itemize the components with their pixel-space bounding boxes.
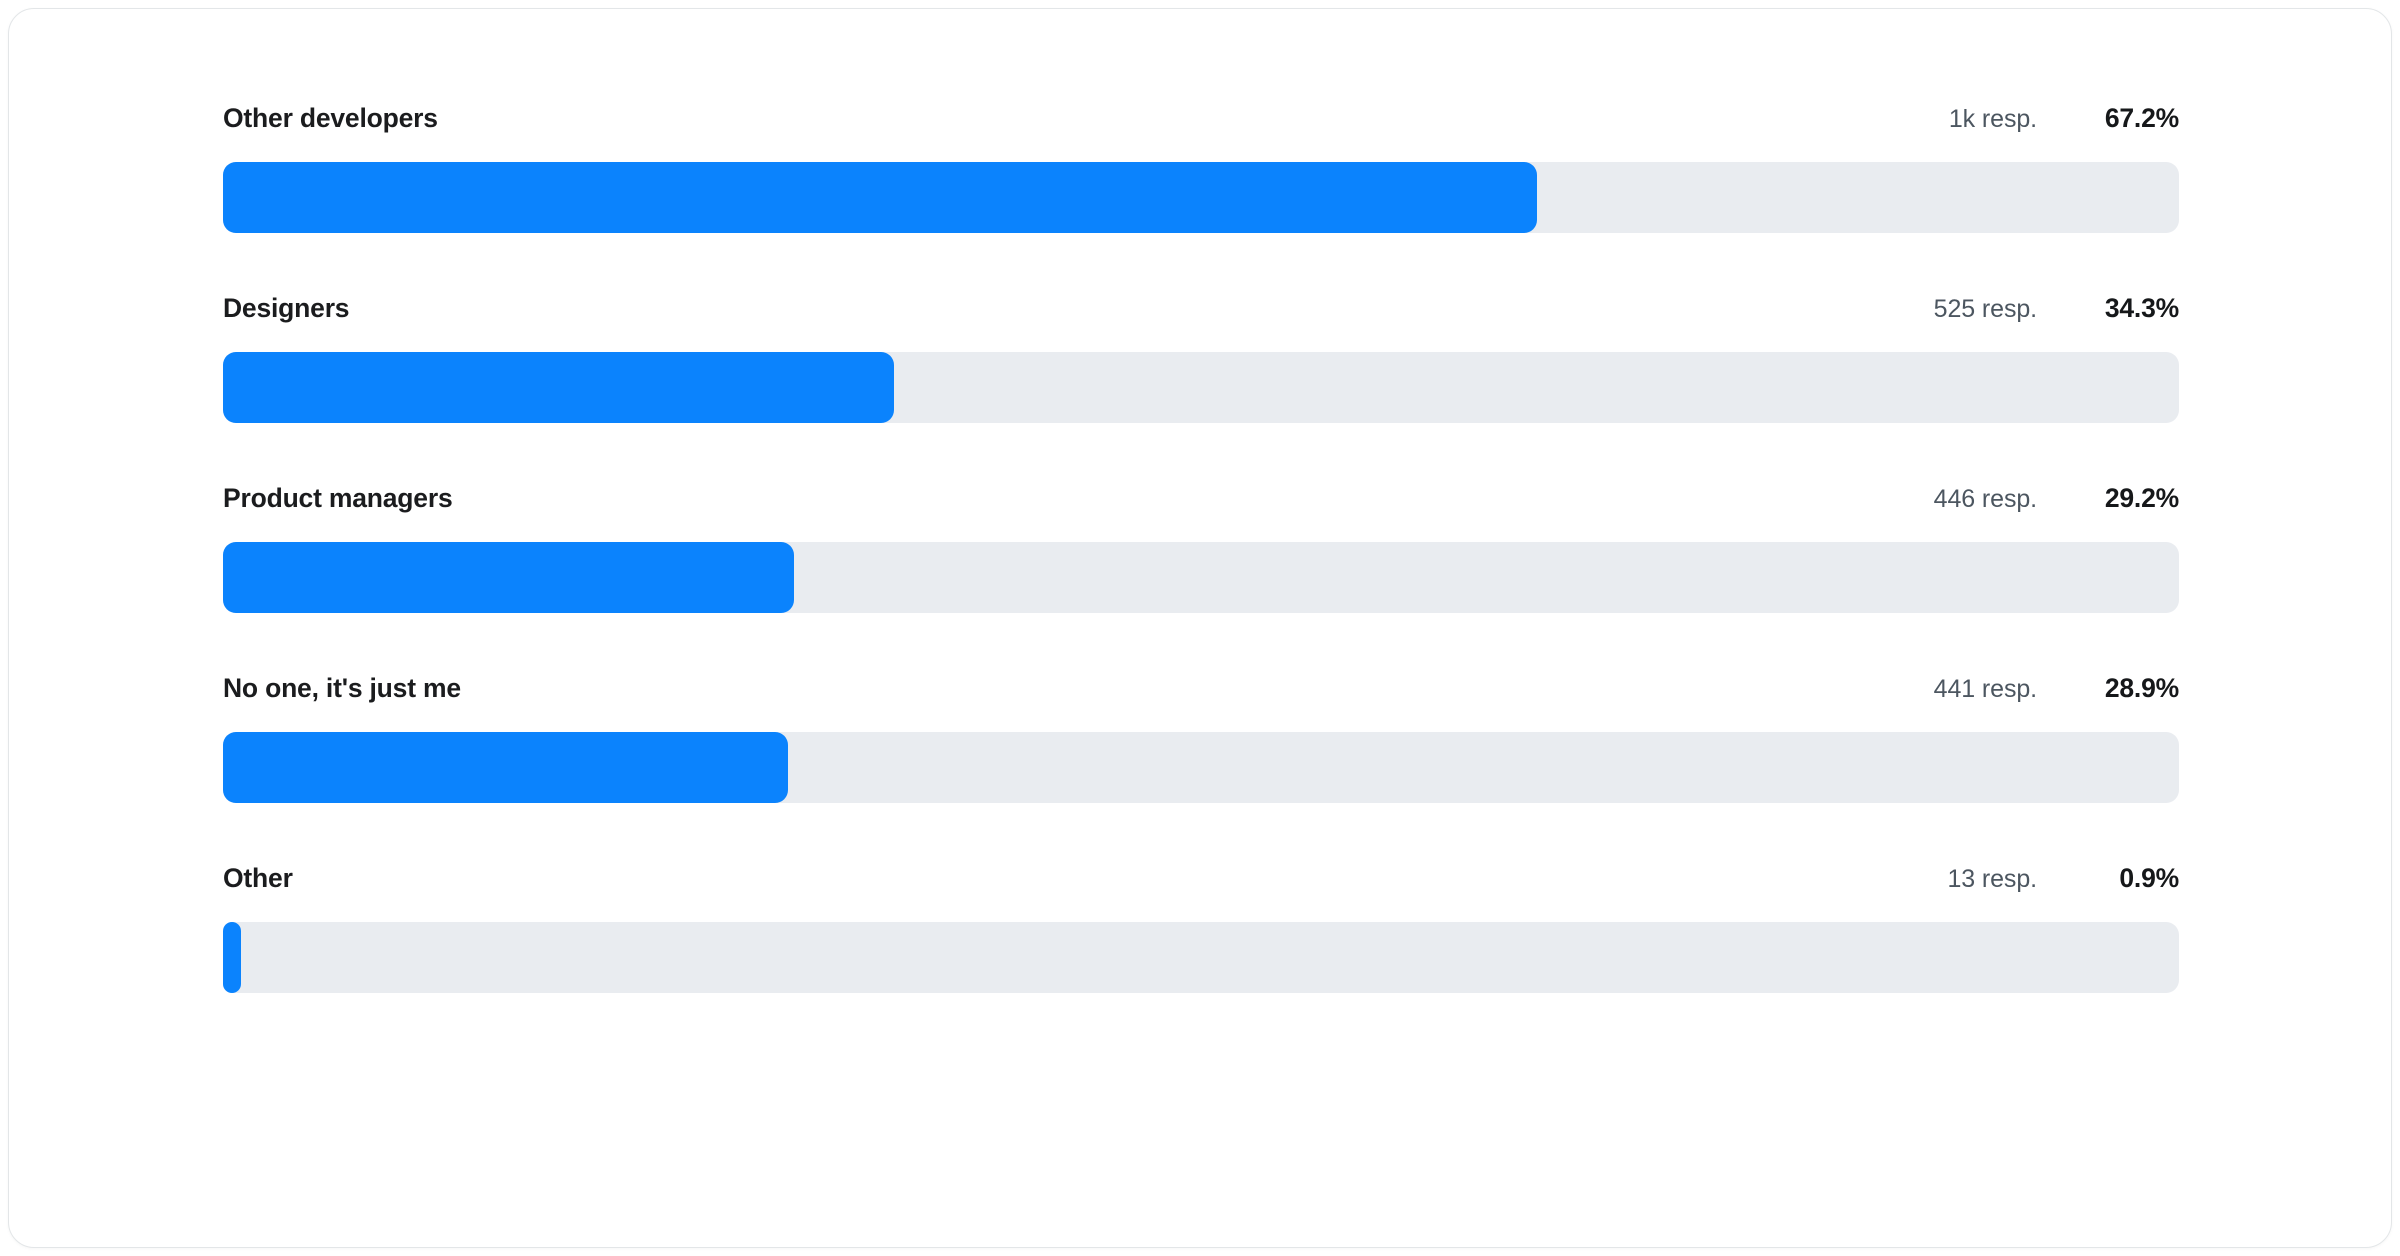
chart-row-values: 1k resp. 67.2%	[1949, 95, 2179, 142]
chart-row: No one, it's just me 441 resp. 28.9%	[223, 665, 2179, 803]
chart-row-label: Designers	[223, 293, 350, 323]
chart-row-response-count: 441 resp.	[1933, 675, 2037, 703]
chart-row-percentage: 34.3%	[2104, 293, 2179, 323]
chart-row-label: No one, it's just me	[223, 673, 461, 703]
chart-bar-track	[223, 732, 2179, 803]
chart-row-label: Other	[223, 863, 293, 893]
chart-bar-track	[223, 352, 2179, 423]
chart-row-label: Other developers	[223, 103, 438, 133]
chart-row-response-count: 13 resp.	[1947, 865, 2037, 893]
chart-bar-track	[223, 542, 2179, 613]
chart-row-values: 446 resp. 29.2%	[1933, 475, 2180, 522]
chart-row: Other 13 resp. 0.9%	[223, 855, 2179, 993]
chart-bar-fill	[223, 542, 795, 613]
chart-row-percentage: 0.9%	[2119, 863, 2179, 893]
chart-bar-fill	[223, 922, 241, 993]
chart-bar-fill	[223, 352, 894, 423]
chart-row-response-count: 1k resp.	[1948, 105, 2037, 133]
survey-results-card: Other developers 1k resp. 67.2% Designer…	[8, 8, 2392, 1248]
chart-row-values: 441 resp. 28.9%	[1933, 665, 2180, 712]
chart-row-values: 13 resp. 0.9%	[1947, 855, 2179, 902]
chart-bar-fill	[223, 162, 1538, 233]
chart-bar-track	[223, 162, 2179, 233]
chart-row-response-count: 446 resp.	[1933, 485, 2037, 513]
chart-row-percentage: 29.2%	[2104, 483, 2179, 513]
chart-row-header: No one, it's just me 441 resp. 28.9%	[223, 665, 2179, 711]
chart-row-percentage: 28.9%	[2104, 673, 2179, 703]
chart-row-header: Product managers 446 resp. 29.2%	[223, 475, 2179, 521]
chart-bar-track	[223, 922, 2179, 993]
chart-row-header: Other developers 1k resp. 67.2%	[223, 95, 2179, 141]
chart-bar-fill	[223, 732, 789, 803]
chart-row: Product managers 446 resp. 29.2%	[223, 475, 2179, 613]
chart-row-values: 525 resp. 34.3%	[1933, 285, 2180, 332]
chart-row: Other developers 1k resp. 67.2%	[223, 95, 2179, 233]
horizontal-bar-chart: Other developers 1k resp. 67.2% Designer…	[223, 95, 2179, 993]
chart-row-header: Designers 525 resp. 34.3%	[223, 285, 2179, 331]
chart-row: Designers 525 resp. 34.3%	[223, 285, 2179, 423]
chart-row-header: Other 13 resp. 0.9%	[223, 855, 2179, 901]
chart-row-label: Product managers	[223, 483, 453, 513]
chart-row-response-count: 525 resp.	[1933, 295, 2037, 323]
chart-row-percentage: 67.2%	[2104, 103, 2179, 133]
